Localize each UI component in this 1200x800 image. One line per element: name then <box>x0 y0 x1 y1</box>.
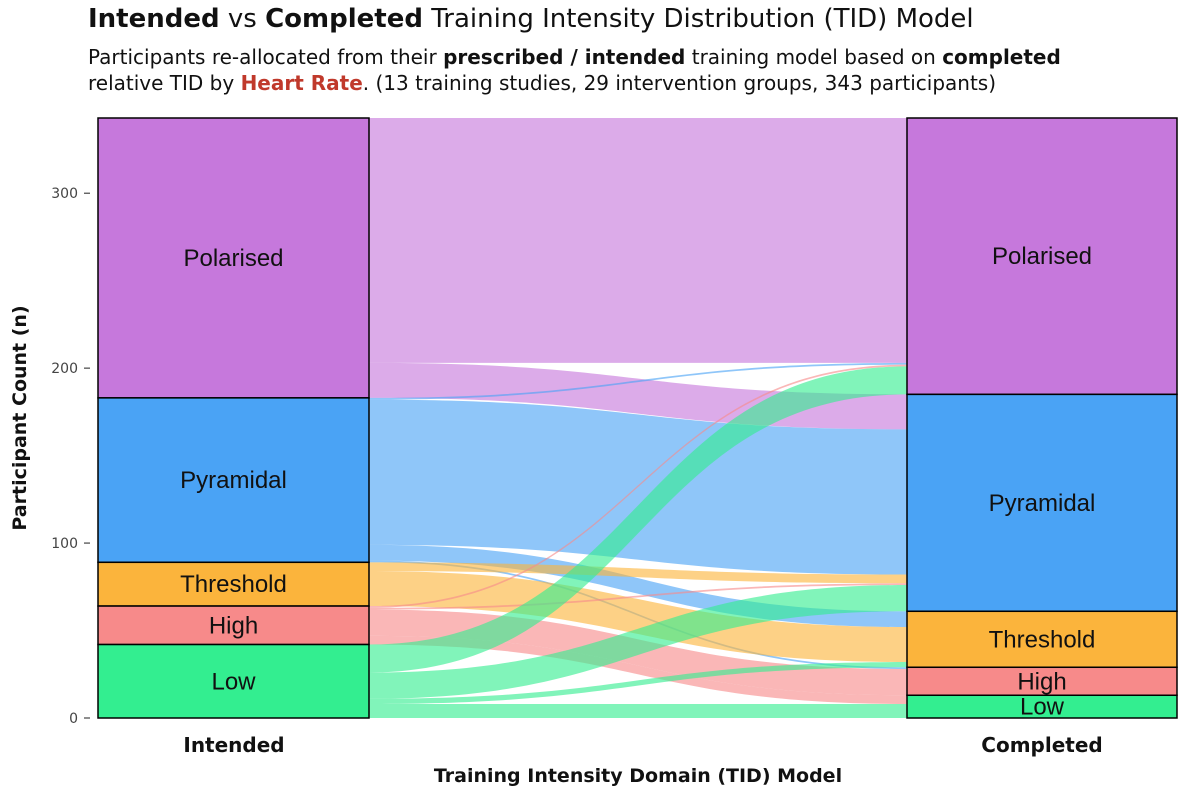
stratum-label-completed-high: High <box>1017 668 1066 695</box>
stratum-completed-polarised <box>906 117 1178 396</box>
stratum-intended-pyramidal <box>97 397 370 564</box>
title-vs: vs <box>219 4 266 34</box>
title-completed: Completed <box>265 4 423 34</box>
strata-layer: PolarisedPyramidalThresholdHighLowPolari… <box>97 117 1178 721</box>
stratum-intended-high <box>97 605 370 646</box>
stratum-intended-threshold <box>97 561 370 607</box>
stratum-label-completed-pyramidal: Pyramidal <box>989 490 1096 517</box>
flow-threshold-to-pyramidal <box>369 562 907 584</box>
flow-low-to-pyramidal <box>369 585 907 699</box>
flow-high-to-pyramidal <box>369 583 907 610</box>
title-rest: Training Intensity Distribution (TID) Mo… <box>422 4 974 34</box>
flow-high-to-low <box>369 635 907 705</box>
stratum-completed-threshold <box>906 610 1178 669</box>
y-tick-label-300: 300 <box>51 186 78 202</box>
subtitle-l2a: relative TID by <box>88 71 241 95</box>
flow-low-to-polarised <box>369 366 907 673</box>
flow-low-to-low <box>369 704 907 718</box>
stratum-completed-pyramidal <box>906 393 1178 613</box>
subtitle-completed: completed <box>942 45 1061 69</box>
x-axis-label-completed: Completed <box>981 733 1102 757</box>
subtitle-heart-rate: Heart Rate <box>240 71 363 95</box>
stratum-label-intended-pyramidal: Pyramidal <box>180 467 287 494</box>
stratum-intended-polarised <box>97 117 370 399</box>
subtitle-l2c: . (13 training studies, 29 intervention … <box>362 71 997 95</box>
subtitle-l1c: training model based on <box>685 45 943 69</box>
stratum-label-completed-polarised: Polarised <box>992 243 1092 270</box>
stratum-label-intended-high: High <box>209 612 258 639</box>
stratum-intended-low <box>97 643 370 719</box>
stratum-label-intended-low: Low <box>211 668 256 695</box>
flows-layer <box>369 118 907 718</box>
chart-title: Intended vs Completed Training Intensity… <box>88 4 974 34</box>
stratum-label-intended-threshold: Threshold <box>180 571 287 598</box>
x-axis-label-intended: Intended <box>183 733 284 757</box>
flow-threshold-to-threshold <box>369 571 907 663</box>
subtitle-l1a: Participants re-allocated from their <box>88 45 444 69</box>
stratum-label-completed-threshold: Threshold <box>989 626 1096 653</box>
flow-high-to-polarised <box>369 364 907 608</box>
flow-low-to-threshold <box>369 662 907 705</box>
y-tick-label-0: 0 <box>69 711 78 727</box>
y-tick-label-200: 200 <box>51 361 78 377</box>
stratum-completed-high <box>906 666 1178 697</box>
y-axis: 0 100 200 300 <box>51 186 90 727</box>
chart-subtitle: Participants re-allocated from their pre… <box>88 44 1061 96</box>
title-intended: Intended <box>88 4 220 34</box>
x-axis-title: Training Intensity Domain (TID) Model <box>434 765 842 787</box>
stratum-label-completed-low: Low <box>1020 694 1065 721</box>
flow-pyramidal-to-polarised <box>369 362 907 400</box>
y-tick-label-100: 100 <box>51 536 78 552</box>
subtitle-prescribed: prescribed / intended <box>443 45 686 69</box>
stratum-label-intended-polarised: Polarised <box>183 245 283 272</box>
flow-polarised-to-polarised <box>369 118 907 363</box>
y-axis-title: Participant Count (n) <box>9 305 31 530</box>
stratum-completed-low <box>906 694 1178 719</box>
